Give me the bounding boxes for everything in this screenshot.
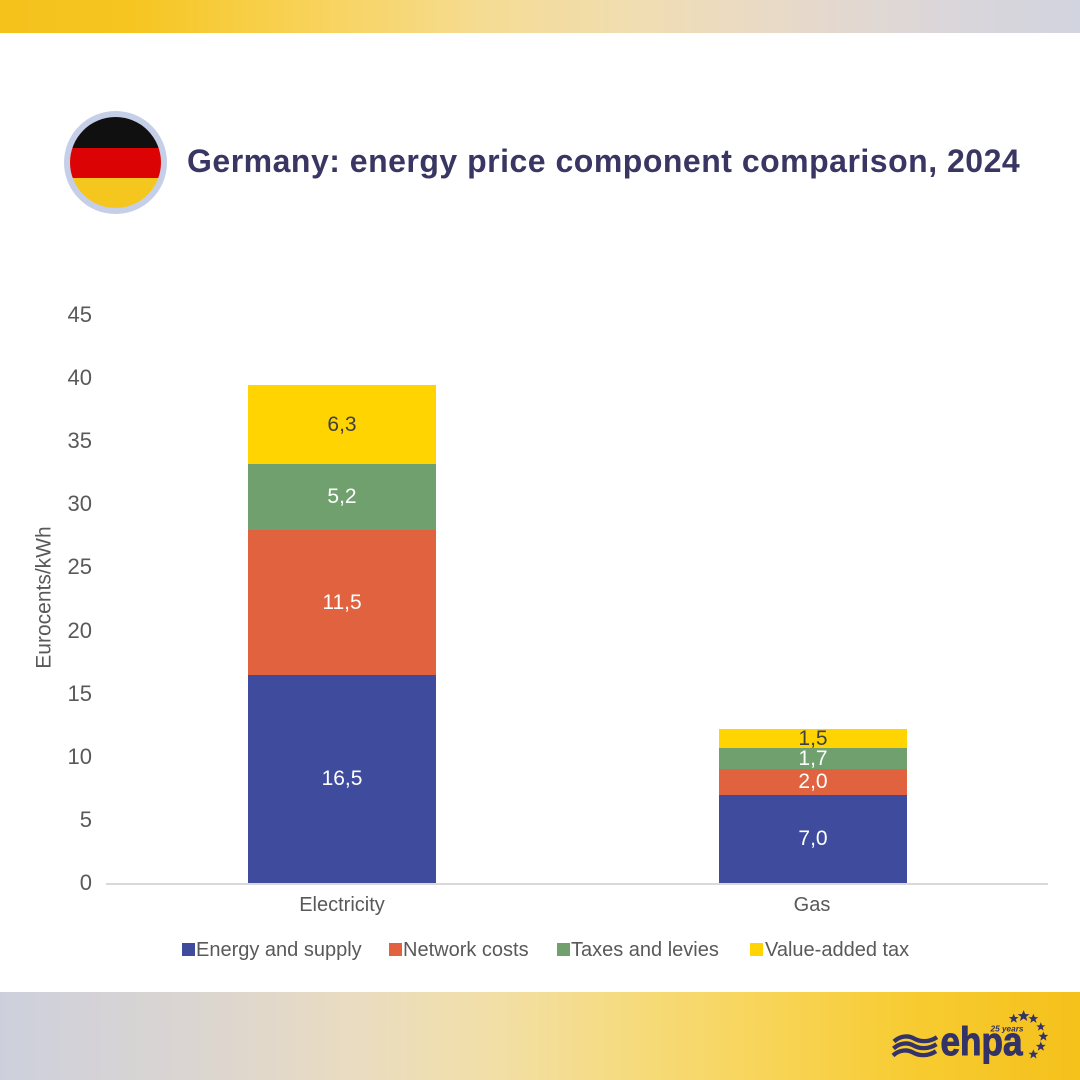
svg-text:25 years: 25 years xyxy=(990,1024,1024,1034)
svg-text:ehpa: ehpa xyxy=(941,1020,1024,1064)
